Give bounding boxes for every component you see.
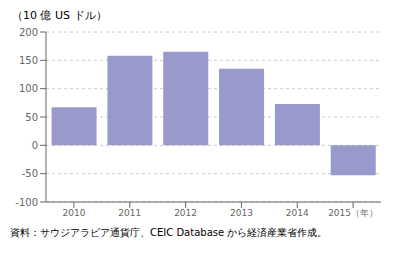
svg-text:200: 200	[19, 27, 38, 38]
svg-text:2015（年）: 2015（年）	[328, 208, 378, 218]
svg-text:2013: 2013	[230, 208, 253, 218]
svg-text:0: 0	[32, 140, 38, 151]
svg-text:150: 150	[19, 55, 38, 66]
svg-text:2012: 2012	[174, 208, 197, 218]
svg-text:2014: 2014	[286, 208, 309, 218]
svg-text:-100: -100	[15, 197, 38, 208]
svg-text:100: 100	[19, 83, 38, 94]
svg-text:2011: 2011	[118, 208, 141, 218]
svg-text:50: 50	[25, 112, 38, 123]
html-text:資料：サウジアラビア通貨庁、CEIC Database から: 資料：サウジアラビア通貨庁、CEIC Database から経済産業省作成。	[10, 227, 328, 238]
svg-text:2010: 2010	[62, 208, 85, 218]
html-text:（10 億 US ドル）: （10 億 US ドル）	[12, 9, 107, 22]
svg-text:-50: -50	[22, 168, 38, 179]
